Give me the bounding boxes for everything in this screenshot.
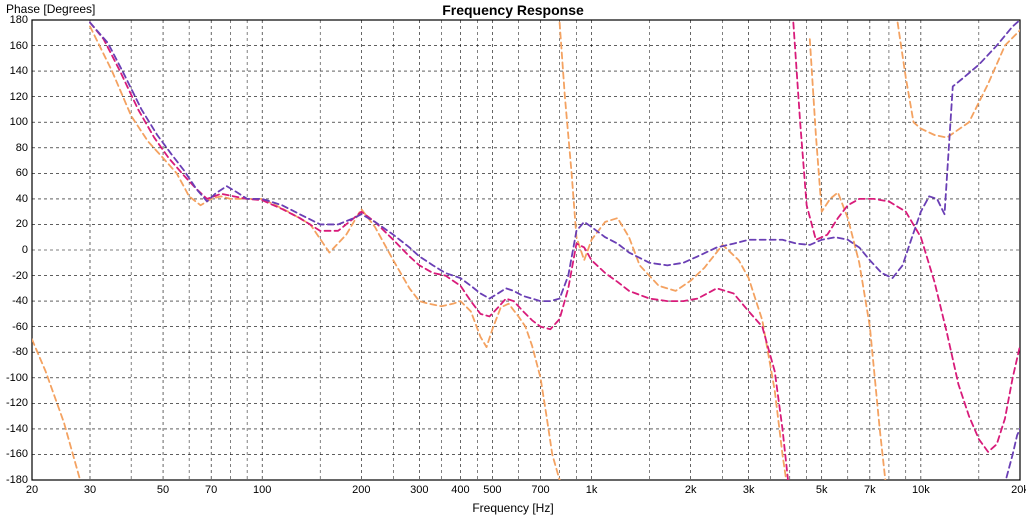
y-tick-label: 80 [0, 142, 28, 154]
y-tick-label: -180 [0, 474, 28, 486]
x-tick-label: 500 [483, 484, 501, 496]
y-tick-label: -20 [0, 270, 28, 282]
x-tick-label: 70 [205, 484, 217, 496]
y-tick-label: -60 [0, 321, 28, 333]
x-tick-label: 5k [816, 484, 828, 496]
x-tick-label: 20k [1011, 484, 1026, 496]
y-tick-label: 180 [0, 14, 28, 26]
y-tick-label: -140 [0, 423, 28, 435]
y-tick-label: 100 [0, 116, 28, 128]
x-tick-label: 3k [743, 484, 755, 496]
y-tick-label: -80 [0, 346, 28, 358]
x-tick-label: 2k [685, 484, 697, 496]
x-tick-label: 400 [451, 484, 469, 496]
x-tick-label: 300 [410, 484, 428, 496]
y-tick-label: 0 [0, 244, 28, 256]
plot-area [0, 0, 1026, 517]
x-tick-label: 30 [84, 484, 96, 496]
frequency-response-chart: Frequency Response Phase [Degrees] Frequ… [0, 0, 1026, 517]
y-tick-label: 160 [0, 40, 28, 52]
x-tick-label: 10k [912, 484, 930, 496]
chart-title: Frequency Response [0, 2, 1026, 18]
y-tick-label: 40 [0, 193, 28, 205]
x-tick-label: 100 [253, 484, 271, 496]
x-tick-label: 1k [586, 484, 598, 496]
y-tick-label: 20 [0, 218, 28, 230]
x-tick-label: 20 [26, 484, 38, 496]
y-tick-label: 120 [0, 91, 28, 103]
y-tick-label: 140 [0, 65, 28, 77]
y-tick-label: -100 [0, 372, 28, 384]
x-tick-label: 50 [157, 484, 169, 496]
y-tick-label: -40 [0, 295, 28, 307]
y-tick-label: -120 [0, 397, 28, 409]
x-tick-label: 7k [864, 484, 876, 496]
x-tick-label: 700 [531, 484, 549, 496]
y-tick-label: -160 [0, 448, 28, 460]
x-tick-label: 200 [352, 484, 370, 496]
x-axis-label: Frequency [Hz] [0, 501, 1026, 515]
y-tick-label: 60 [0, 167, 28, 179]
